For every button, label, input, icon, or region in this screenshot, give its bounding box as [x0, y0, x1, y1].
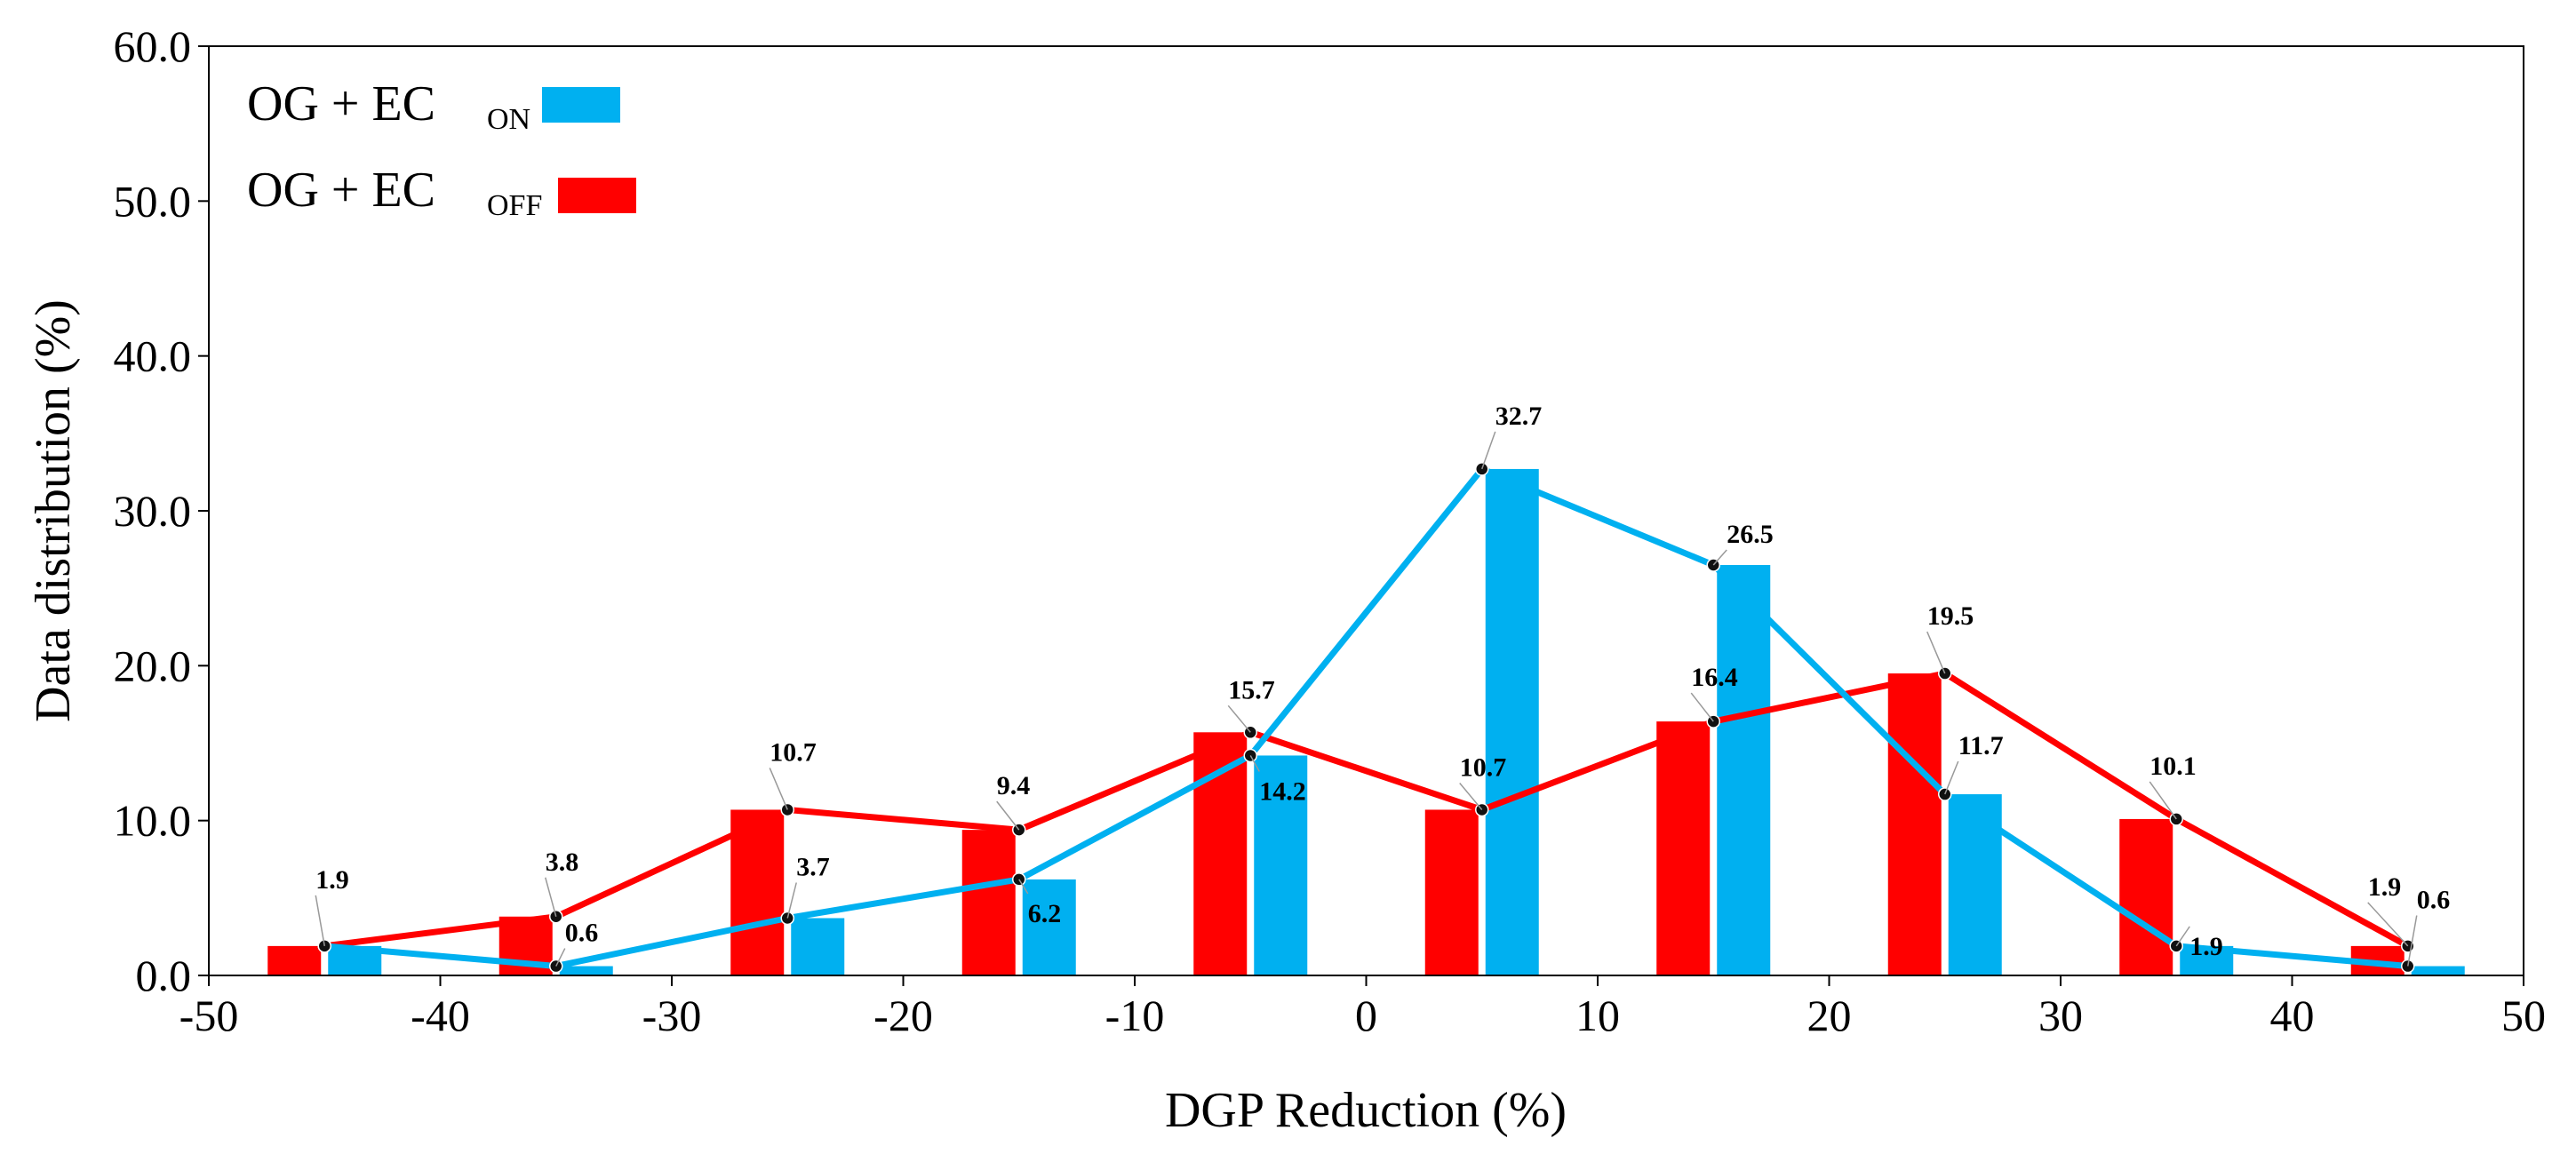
bar-off-3 — [961, 830, 1016, 975]
line-off — [323, 670, 2410, 950]
y-tick-label-4: 40.0 — [114, 331, 192, 381]
leader-on-3 — [1018, 879, 1029, 895]
bar-on-3 — [1022, 879, 1076, 975]
bars-layer — [267, 468, 2465, 975]
line-on — [323, 466, 2409, 969]
leader-on-2 — [786, 882, 797, 919]
leader-off-0 — [315, 895, 325, 947]
data-label-on-3: 6.2 — [1028, 899, 1062, 928]
data-label-off-2: 10.7 — [770, 737, 817, 767]
legend-sub-on: ON — [487, 103, 530, 136]
bar-off-8 — [2119, 818, 2173, 975]
leader-on-1 — [555, 948, 566, 967]
legend: OG + EC ON OG + EC OFF — [247, 76, 636, 222]
y-axis-title: Data distribution (%) — [26, 299, 81, 722]
y-tick-label-5: 50.0 — [114, 176, 192, 226]
x-tick-label-0: -50 — [179, 991, 239, 1040]
data-label-off-6: 16.4 — [1691, 663, 1738, 692]
data-label-off-7: 19.5 — [1927, 601, 1974, 631]
data-label-off-4: 15.7 — [1228, 675, 1275, 704]
bar-on-7 — [1948, 794, 2002, 975]
leader-on-4 — [1249, 755, 1260, 772]
bar-off-0 — [267, 945, 322, 975]
bar-on-2 — [791, 918, 845, 975]
ticks-layer: 0.0 10.0 20.0 30.0 40.0 50.0 60.0 -50 -40 -30 -20 -… — [114, 21, 2547, 1040]
data-label-on-2: 3.7 — [796, 852, 830, 881]
data-label-off-3: 9.4 — [997, 771, 1031, 800]
x-tick-label-4: -10 — [1105, 991, 1165, 1040]
x-tick-label-8: 30 — [2038, 991, 2083, 1040]
leader-on-9 — [2407, 915, 2418, 967]
x-tick-label-1: -40 — [411, 991, 470, 1040]
leader-off-8 — [2149, 781, 2177, 820]
bar-off-2 — [730, 809, 785, 975]
bar-on-1 — [559, 966, 613, 975]
legend-entry-on: OG + EC ON — [247, 76, 620, 136]
leader-off-1 — [545, 877, 557, 917]
lines-layer — [317, 462, 2415, 974]
leader-on-6 — [1712, 549, 1727, 566]
y-tick-label-6: 60.0 — [114, 21, 192, 71]
bar-off-7 — [1887, 673, 1942, 975]
x-tick-label-5: 0 — [1355, 991, 1377, 1040]
data-label-on-8: 1.9 — [2189, 932, 2223, 961]
bar-off-6 — [1656, 721, 1711, 975]
data-label-on-9: 0.6 — [2417, 886, 2451, 915]
data-label-on-1: 0.6 — [565, 919, 599, 948]
x-tick-label-9: 40 — [2270, 991, 2315, 1040]
leader-off-7 — [1926, 631, 1946, 674]
data-label-on-6: 26.5 — [1727, 520, 1774, 549]
leader-off-3 — [996, 800, 1020, 831]
leader-off-5 — [1459, 782, 1483, 810]
legend-label-off: OG + EC — [247, 163, 435, 218]
data-label-on-7: 11.7 — [1958, 731, 2004, 760]
legend-swatch-on — [542, 87, 620, 123]
data-label-off-0: 1.9 — [315, 865, 349, 895]
leader-off-6 — [1690, 692, 1714, 722]
legend-label-on: OG + EC — [247, 76, 435, 131]
leader-off-2 — [769, 768, 788, 810]
x-axis-title: DGP Reduction (%) — [1165, 1083, 1567, 1138]
data-label-off-5: 10.7 — [1460, 752, 1507, 782]
bar-off-5 — [1424, 809, 1479, 975]
bar-on-5 — [1485, 468, 1539, 975]
data-label-off-9: 1.9 — [2368, 872, 2402, 902]
bar-on-4 — [1254, 755, 1308, 975]
data-label-on-4: 14.2 — [1259, 776, 1306, 806]
data-labels-layer: 1.9 3.8 0.6 10.7 3.7 9.4 6.2 15.7 14.2 10.7 32.7 16… — [315, 402, 2450, 967]
x-tick-label-2: -30 — [642, 991, 702, 1040]
leader-on-8 — [2175, 926, 2190, 947]
y-tick-label-1: 10.0 — [114, 796, 192, 846]
y-tick-label-3: 30.0 — [114, 486, 192, 536]
bar-on-6 — [1717, 565, 1771, 975]
x-tick-label-3: -20 — [873, 991, 933, 1040]
legend-entry-off: OG + EC OFF — [247, 163, 636, 222]
leader-off-9 — [2367, 902, 2409, 947]
x-tick-label-6: 10 — [1575, 991, 1620, 1040]
leader-on-7 — [1944, 760, 1959, 795]
legend-sub-off: OFF — [487, 189, 542, 222]
x-tick-label-7: 20 — [1807, 991, 1852, 1040]
y-tick-label-0: 0.0 — [136, 951, 192, 1000]
leader-off-4 — [1227, 704, 1251, 733]
bar-on-9 — [2411, 966, 2465, 975]
data-label-off-8: 10.1 — [2149, 752, 2197, 781]
data-label-off-1: 3.8 — [546, 848, 579, 877]
y-tick-label-2: 20.0 — [114, 641, 192, 690]
data-label-on-5: 32.7 — [1495, 402, 1543, 431]
legend-swatch-off — [558, 178, 636, 213]
x-tick-label-10: 50 — [2501, 991, 2546, 1040]
plot-area-frame — [208, 45, 2524, 976]
leader-on-5 — [1481, 431, 1496, 470]
